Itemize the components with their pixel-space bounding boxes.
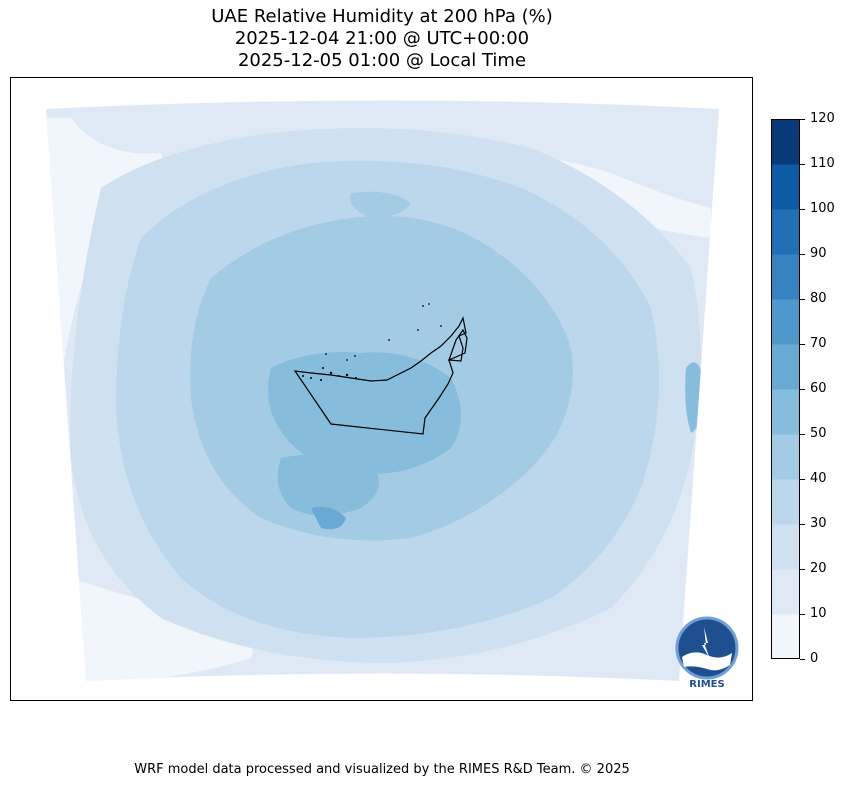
humidity-band-50-60-east <box>685 362 706 433</box>
uae-border <box>293 316 468 435</box>
humidity-band-60-70 <box>311 506 346 530</box>
humidity-band-0-10-southwest <box>71 578 253 681</box>
colorbar-tick-label: 40 <box>810 471 827 486</box>
colorbar-scale <box>771 119 800 659</box>
rimes-logo: RIMES <box>674 615 740 690</box>
colorbar-tick-mark <box>800 388 805 390</box>
colorbar-segment <box>771 434 800 480</box>
uae-islands <box>302 303 442 381</box>
colorbar <box>771 119 800 659</box>
colorbar-segment <box>771 299 800 345</box>
colorbar-segment <box>771 344 800 390</box>
humidity-band-50-60-south <box>277 454 379 516</box>
colorbar-tick-label: 30 <box>810 516 827 531</box>
colorbar-segment <box>771 524 800 570</box>
colorbar-tick-label: 120 <box>810 111 835 126</box>
colorbar-tick-label: 90 <box>810 246 827 261</box>
colorbar-tick-mark <box>800 163 805 165</box>
humidity-map <box>46 100 719 681</box>
colorbar-segment <box>771 569 800 615</box>
colorbar-segment <box>771 254 800 300</box>
rimes-logo-icon: RIMES <box>675 616 739 690</box>
title-line-3: 2025-12-05 01:00 @ Local Time <box>237 50 527 71</box>
rimes-logo-text: RIMES <box>689 679 724 689</box>
colorbar-segment <box>771 614 800 659</box>
map-panel <box>10 77 753 701</box>
colorbar-tick-mark <box>800 118 805 120</box>
colorbar-tick-mark <box>800 343 805 345</box>
colorbar-tick-mark <box>800 253 805 255</box>
colorbar-segment <box>771 389 800 435</box>
colorbar-segment <box>771 119 800 165</box>
colorbar-tick-mark <box>800 658 805 660</box>
title-line-1: UAE Relative Humidity at 200 hPa (%) <box>211 6 553 27</box>
colorbar-tick-label: 20 <box>810 561 827 576</box>
colorbar-tick-mark <box>800 523 805 525</box>
colorbar-segment <box>771 209 800 255</box>
colorbar-tick-label: 100 <box>810 201 835 216</box>
colorbar-tick-mark <box>800 613 805 615</box>
colorbar-tick-label: 0 <box>810 651 819 666</box>
colorbar-tick-mark <box>800 568 805 570</box>
title-line-2: 2025-12-04 21:00 @ UTC+00:00 <box>234 28 530 49</box>
colorbar-tick-label: 60 <box>810 381 827 396</box>
colorbar-tick-label: 70 <box>810 336 827 351</box>
colorbar-tick-label: 10 <box>810 606 827 621</box>
colorbar-tick-label: 110 <box>810 156 835 171</box>
colorbar-tick-mark <box>800 298 805 300</box>
colorbar-segment <box>771 164 800 210</box>
map-title: UAE Relative Humidity at 200 hPa (%) 202… <box>0 6 764 72</box>
humidity-band-50-60-center <box>268 352 461 474</box>
footer-credit: WRF model data processed and visualized … <box>134 762 630 777</box>
colorbar-tick-label: 80 <box>810 291 827 306</box>
colorbar-segment <box>771 479 800 525</box>
colorbar-tick-mark <box>800 433 805 435</box>
humidity-band-40-50-north <box>350 191 411 218</box>
colorbar-tick-label: 50 <box>810 426 827 441</box>
colorbar-border <box>771 119 800 659</box>
colorbar-tick-mark <box>800 208 805 210</box>
colorbar-tick-mark <box>800 478 805 480</box>
